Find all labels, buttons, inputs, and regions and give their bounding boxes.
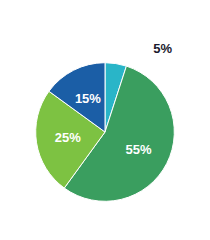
svg-text:5%: 5%: [153, 41, 172, 56]
svg-text:25%: 25%: [55, 130, 81, 145]
svg-text:15%: 15%: [75, 91, 101, 106]
svg-text:55%: 55%: [126, 142, 152, 157]
